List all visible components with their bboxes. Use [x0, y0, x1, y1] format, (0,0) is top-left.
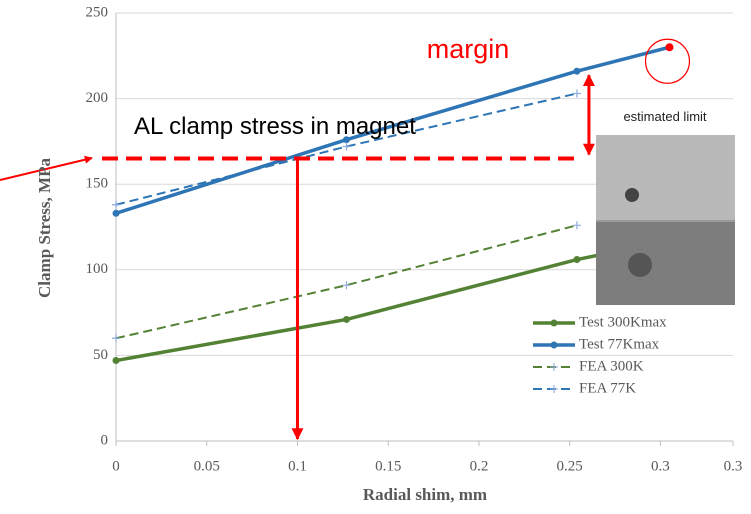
data-point	[342, 136, 350, 144]
x-tick-label: 0.3	[724, 458, 743, 474]
x-tick-label: 0.1	[288, 458, 307, 474]
highlight-circle	[644, 38, 691, 84]
data-point	[112, 200, 120, 209]
data-point	[573, 256, 581, 264]
legend-marker	[550, 385, 558, 393]
series-line	[115, 224, 578, 340]
x-tick-label: 0.3	[651, 458, 670, 474]
data-point	[573, 67, 581, 75]
y-tick-label: 200	[86, 90, 109, 106]
data-point	[572, 221, 581, 230]
y-tick-label: 150	[86, 176, 109, 192]
y-tick-label: 50	[93, 347, 108, 363]
pointer-arrow	[0, 155, 93, 181]
x-tick-label: 0.2	[470, 458, 489, 474]
legend-label: Test 77Kmax	[579, 336, 660, 352]
data-point	[112, 334, 120, 343]
data-point	[342, 315, 350, 323]
y-tick-label: 0	[101, 432, 109, 448]
legend-label: Test 300Kmax	[579, 314, 667, 330]
data-point	[342, 281, 351, 290]
margin-label: margin	[427, 34, 510, 64]
legend-marker	[550, 319, 558, 327]
x-tick-label: 0.15	[375, 458, 401, 474]
highlight-dot	[665, 43, 674, 52]
limit-label: AL clamp stress in magnet	[134, 113, 416, 140]
data-point	[572, 89, 581, 98]
photo-label: estimated limit	[623, 109, 706, 124]
x-tick-label: 0.25	[557, 458, 583, 474]
legend-marker	[550, 341, 558, 349]
legend-label: FEA 300K	[579, 358, 644, 374]
x-tick-label: 0.05	[194, 458, 220, 474]
data-point	[342, 142, 351, 151]
data-point	[112, 209, 120, 217]
legend-marker	[550, 363, 558, 371]
y-tick-label: 250	[86, 4, 109, 20]
series-line	[115, 92, 578, 206]
y-tick-label: 100	[86, 261, 109, 277]
x-tick-label: 0	[112, 458, 120, 474]
y-axis-title: Clamp Stress, MPa	[35, 158, 54, 298]
photo	[596, 135, 735, 305]
legend-label: FEA 77K	[579, 380, 636, 396]
data-point	[112, 357, 120, 365]
x-axis-title: Radial shim, mm	[363, 485, 487, 504]
